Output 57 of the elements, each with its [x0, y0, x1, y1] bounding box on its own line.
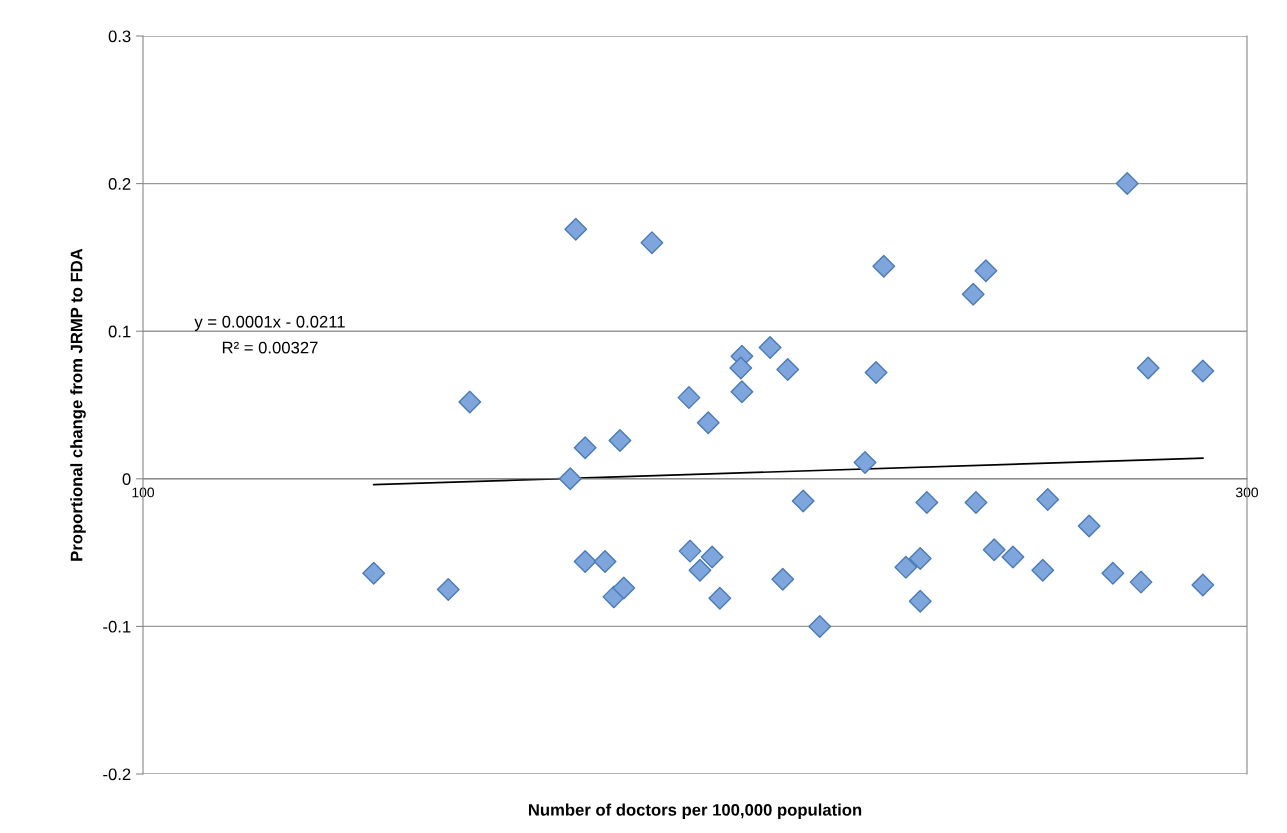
point: [961, 282, 985, 306]
annotation: y = 0.0001x - 0.0211: [194, 315, 345, 331]
point: [908, 589, 932, 613]
point: [573, 436, 597, 460]
point: [608, 428, 632, 452]
point: [700, 545, 724, 569]
y-tick-label: -0.2: [103, 768, 131, 781]
annotation: R² = 0.00327: [222, 341, 318, 354]
point: [1136, 356, 1160, 380]
point: [974, 259, 998, 283]
point: [612, 576, 636, 600]
x-tick-label: 300: [1235, 487, 1259, 498]
point: [362, 561, 386, 585]
point: [1191, 573, 1215, 597]
point: [771, 567, 795, 591]
y-axis-title: Proportional change from JRMP to FDA: [70, 248, 86, 561]
point: [593, 550, 617, 573]
point: [872, 254, 896, 278]
point: [1031, 558, 1055, 582]
y-tick-label: 0.1: [108, 325, 131, 338]
point: [696, 411, 720, 435]
point: [1036, 488, 1060, 511]
point: [908, 547, 932, 570]
point: [1129, 570, 1153, 594]
point: [1077, 514, 1101, 538]
point: [729, 356, 753, 380]
y-tick-label: 0: [122, 473, 131, 485]
point: [808, 614, 832, 638]
x-axis-title: Number of doctors per 100,000 population: [528, 803, 862, 820]
x-tick-label: 100: [132, 487, 155, 498]
y-tick-label: -0.1: [103, 620, 131, 633]
point: [573, 550, 597, 573]
point: [864, 361, 888, 384]
point: [688, 558, 712, 582]
point: [708, 586, 732, 610]
point: [436, 578, 460, 601]
point: [678, 539, 702, 563]
point: [564, 217, 588, 241]
y-tick-label: 0.3: [108, 30, 131, 43]
point: [1001, 545, 1025, 569]
point: [558, 467, 582, 491]
point: [982, 538, 1006, 562]
point: [1115, 172, 1139, 196]
point: [776, 358, 800, 382]
point: [915, 490, 939, 514]
point: [640, 231, 664, 255]
point: [758, 335, 782, 359]
point: [853, 451, 877, 475]
point: [894, 555, 918, 579]
point: [964, 490, 988, 514]
y-tick-label: 0.2: [108, 178, 131, 190]
point: [730, 380, 754, 404]
point: [458, 390, 482, 414]
point: [1191, 359, 1215, 383]
point: [677, 386, 701, 410]
point: [1101, 561, 1125, 585]
point: [791, 489, 815, 513]
